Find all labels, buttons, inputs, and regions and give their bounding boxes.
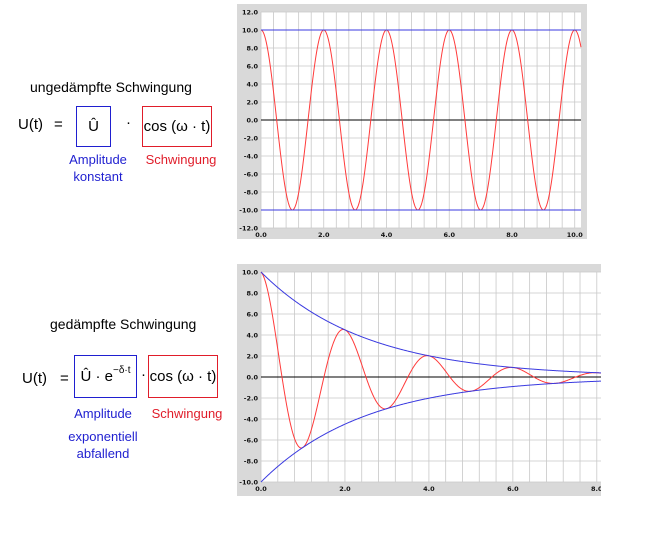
- y-tick-label: 8.0: [246, 45, 258, 53]
- heading-damped: gedämpfte Schwingung: [50, 316, 197, 332]
- x-tick-label: 0.0: [255, 485, 267, 493]
- y-tick-label: -10.0: [239, 479, 258, 487]
- y-tick-label: -8.0: [244, 458, 259, 466]
- lhs-u-of-t: U(t): [18, 116, 43, 133]
- series-envelope: [260, 271, 601, 374]
- y-tick-label: 0.0: [246, 374, 258, 382]
- y-tick-label: -4.0: [244, 416, 259, 424]
- y-tick-label: -6.0: [244, 171, 259, 179]
- y-tick-label: 2.0: [246, 353, 258, 361]
- y-tick-label: -10.0: [239, 207, 258, 215]
- chart-damped: 10.0 8.0 6.0 4.0 2.0 0.0 -2.0 -4.0 -6.0 -8.0 -10.0…: [237, 264, 601, 496]
- caption-oscillation: Schwingung: [151, 406, 223, 421]
- caption-amplitude: Amplitude konstant: [60, 151, 136, 185]
- lhs-u-of-t: U(t): [22, 370, 47, 387]
- exponent: −δ·t: [113, 365, 131, 376]
- amplitude-box: Û: [76, 106, 111, 147]
- y-tick-label: 12.0: [242, 9, 259, 17]
- caption-amplitude-line1: Amplitude: [69, 152, 127, 167]
- x-tick-label: 0.0: [255, 231, 267, 239]
- y-tick-label: 0.0: [246, 117, 258, 125]
- chart-undamped: 12.0 10.0 8.0 6.0 4.0 2.0 0.0 -2.0 -4.0 -6.0 -8.0 -…: [237, 4, 587, 239]
- amplitude-expression: Û · e: [80, 368, 113, 385]
- caption-amplitude-line2: konstant: [73, 169, 123, 184]
- y-tick-label: 4.0: [246, 332, 258, 340]
- multiply-dot: ·: [141, 366, 146, 383]
- y-tick-label: -6.0: [244, 437, 259, 445]
- x-tick-label: 8.0: [591, 485, 601, 493]
- y-tick-label: 6.0: [246, 311, 258, 319]
- x-tick-label: 6.0: [443, 231, 455, 239]
- equals-sign: =: [60, 370, 69, 387]
- x-tick-label: 2.0: [318, 231, 330, 239]
- caption-amplitude-line3: abfallend: [76, 446, 130, 461]
- y-tick-label: -8.0: [244, 189, 259, 197]
- x-tick-label: 4.0: [423, 485, 435, 493]
- amplitude-box: Û · e −δ·t: [74, 355, 137, 398]
- y-tick-label: -2.0: [244, 395, 259, 403]
- heading-undamped: ungedämpfte Schwingung: [30, 79, 192, 95]
- series-envelope: [260, 380, 601, 483]
- caption-oscillation: Schwingung: [145, 152, 217, 167]
- y-tick-label: -12.0: [239, 225, 258, 233]
- y-tick-label: 2.0: [246, 99, 258, 107]
- equals-sign: =: [54, 116, 63, 133]
- y-tick-label: 6.0: [246, 63, 258, 71]
- x-tick-label: 6.0: [507, 485, 519, 493]
- x-tick-label: 8.0: [506, 231, 518, 239]
- x-tick-label: 4.0: [381, 231, 393, 239]
- y-tick-label: 10.0: [242, 269, 259, 277]
- multiply-dot: ·: [126, 114, 131, 131]
- y-tick-label: 8.0: [246, 290, 258, 298]
- y-tick-label: 10.0: [242, 27, 259, 35]
- y-tick-label: -2.0: [244, 135, 259, 143]
- x-tick-label: 2.0: [339, 485, 351, 493]
- caption-amplitude: Amplitude exponentiell abfallend: [65, 405, 141, 462]
- caption-amplitude-line2: exponentiell: [68, 429, 138, 444]
- x-tick-label: 10.0: [567, 231, 584, 239]
- series-signal: [260, 29, 582, 211]
- oscillation-box: cos (ω · t): [148, 355, 218, 398]
- oscillation-box: cos (ω · t): [142, 106, 212, 147]
- y-tick-label: -4.0: [244, 153, 259, 161]
- caption-amplitude-line1: Amplitude: [74, 406, 132, 421]
- y-tick-label: 4.0: [246, 81, 258, 89]
